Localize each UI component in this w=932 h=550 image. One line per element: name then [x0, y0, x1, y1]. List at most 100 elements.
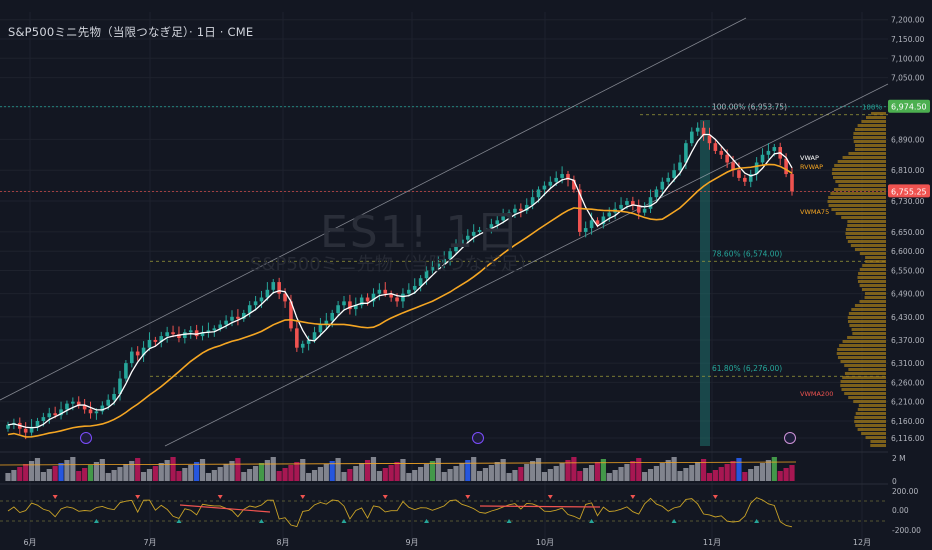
volume-bar — [547, 469, 553, 481]
osc-signal — [479, 505, 601, 508]
volume-bar — [471, 457, 477, 481]
signal-marker — [671, 519, 677, 523]
volume-bar — [565, 460, 571, 481]
volume-bar — [282, 468, 288, 481]
volume-bar — [353, 466, 359, 481]
price-tick-label: 7,150.00 — [891, 35, 925, 44]
volume-bar — [429, 461, 436, 481]
candle-body — [701, 127, 706, 136]
candle-body — [460, 239, 464, 244]
price-tick-label: 6,160.00 — [891, 417, 925, 426]
candle-body — [177, 334, 181, 339]
candle-body — [430, 266, 435, 271]
volume-bar — [252, 466, 259, 481]
profile-bar — [842, 340, 886, 343]
candle-body — [383, 289, 388, 294]
volume-bar — [759, 463, 766, 481]
grid — [0, 12, 888, 540]
volume-bar — [689, 465, 695, 481]
candle-body — [218, 324, 223, 329]
candle-body — [106, 399, 111, 406]
candle-body — [129, 351, 134, 364]
candle-body — [247, 305, 252, 313]
profile-bar — [853, 132, 886, 135]
volume-bar — [476, 471, 483, 481]
profile-bar — [830, 192, 886, 195]
candle-body — [353, 305, 358, 310]
event-icons[interactable] — [80, 432, 796, 444]
profile-bar — [848, 368, 886, 371]
price-tick-label: 6,600.00 — [891, 247, 925, 256]
candle-body — [471, 231, 476, 236]
candle-body — [112, 393, 116, 400]
candle-body — [772, 147, 777, 151]
candle-body — [754, 162, 759, 175]
signal-marker — [135, 495, 141, 499]
signal-marker — [52, 495, 58, 499]
volume-bar — [600, 459, 606, 481]
volume-bar — [559, 463, 565, 481]
candle-body — [660, 181, 665, 190]
price-tick-label: 6,260.00 — [891, 378, 925, 387]
volume-bar — [459, 463, 465, 481]
volume-bar — [541, 472, 548, 481]
candle-body — [607, 212, 612, 217]
candle-body — [336, 305, 340, 313]
volume-bar — [636, 458, 642, 481]
profile-bar — [857, 276, 886, 279]
profile-bar — [852, 332, 886, 335]
candle-body — [230, 316, 234, 321]
volume-bar — [70, 457, 76, 481]
profile-bar — [827, 200, 886, 203]
volume-bar — [736, 458, 742, 481]
candle-body — [489, 224, 494, 229]
volume-bar — [52, 466, 58, 481]
time-tick-label: 11月 — [703, 538, 721, 547]
candle-body — [295, 328, 299, 348]
price-tick-label: 6,650.00 — [891, 228, 925, 237]
volume-bar — [229, 461, 235, 481]
profile-bar — [848, 152, 886, 155]
profile-bar — [853, 400, 886, 403]
profile-bar — [854, 248, 886, 251]
volume-bar — [453, 466, 459, 481]
oscillator-pane — [0, 495, 888, 528]
profile-bar — [854, 148, 886, 151]
volume-bar — [93, 462, 100, 481]
candle-body — [171, 332, 175, 335]
volume-bar — [123, 464, 129, 481]
candle-body — [442, 258, 447, 263]
profile-bar — [847, 316, 886, 319]
profile-bar — [854, 128, 886, 131]
candle-body — [448, 251, 452, 259]
profile-bar — [870, 444, 886, 447]
candle-body — [241, 312, 246, 319]
watermark-description: S&P500ミニ先物（当限つなぎ足） — [250, 254, 537, 275]
candle-body — [748, 174, 753, 182]
price-axis[interactable]: 7,200.00 7,150.00 7,100.00 7,050.00 6,974.50… — [888, 16, 930, 535]
volume-tick-label: 0 — [892, 477, 897, 486]
volume-bar — [406, 473, 412, 481]
volume-bar — [700, 459, 707, 481]
profile-bar — [870, 440, 886, 443]
time-axis[interactable]: 6月 7月 8月 9月 10月 11月 12月 — [23, 538, 871, 547]
candle-body — [224, 320, 228, 325]
candles[interactable] — [6, 121, 794, 440]
candle-body — [100, 405, 105, 412]
candle-body — [743, 177, 747, 182]
profile-bar — [832, 176, 886, 179]
candle-body — [23, 428, 28, 433]
candle-body — [348, 301, 352, 310]
event-icon — [472, 432, 484, 444]
profile-bar — [857, 408, 886, 411]
current-price-label: 6,755.25 — [891, 187, 927, 196]
candle-body — [324, 320, 329, 325]
candle-body — [118, 378, 122, 394]
candle-body — [277, 282, 281, 294]
volume-bar — [571, 457, 577, 481]
profile-bar — [841, 388, 886, 391]
price-tick-label: 6,210.00 — [891, 398, 925, 407]
profile-bar — [845, 228, 886, 231]
volume-bar — [612, 470, 618, 481]
